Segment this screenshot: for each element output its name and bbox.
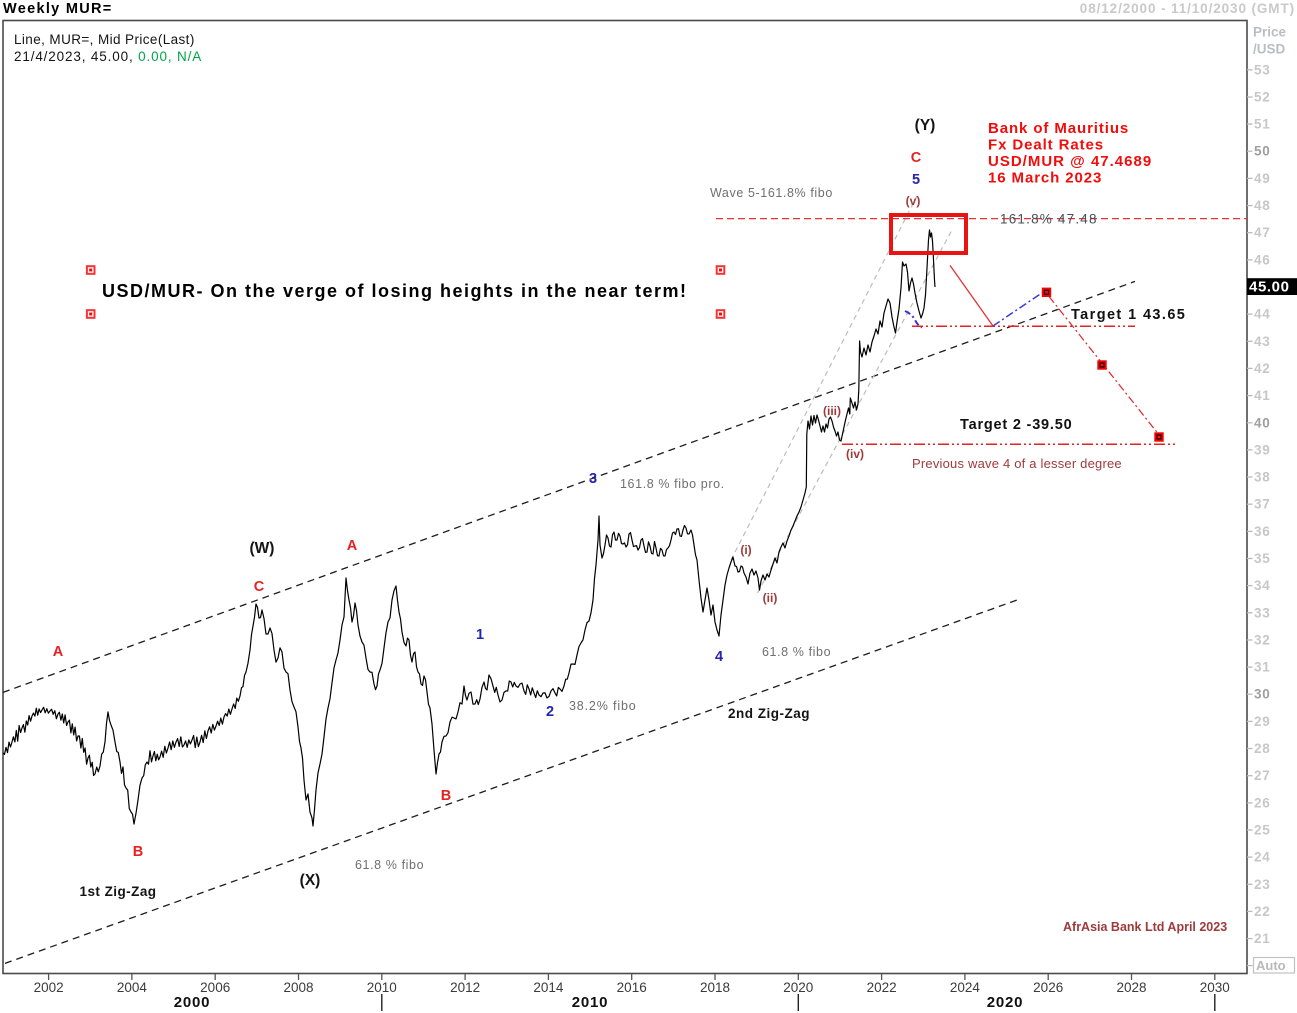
svg-text:2016: 2016 [617,980,647,995]
svg-text:30: 30 [1254,687,1270,702]
svg-text:25: 25 [1254,823,1270,838]
svg-text:B: B [441,788,451,804]
svg-text:2nd Zig-Zag: 2nd Zig-Zag [728,706,810,721]
svg-text:2: 2 [546,704,554,720]
svg-text:Target 1 43.65: Target 1 43.65 [1071,307,1186,323]
svg-text:2030: 2030 [1200,980,1230,995]
svg-text:2008: 2008 [283,980,313,995]
svg-text:Fx Dealt Rates: Fx Dealt Rates [988,137,1104,154]
svg-text:2010: 2010 [572,994,609,1011]
svg-text:39: 39 [1254,442,1270,457]
svg-text:Auto: Auto [1256,958,1286,973]
svg-text:2024: 2024 [950,980,981,995]
svg-text:/USD: /USD [1253,42,1286,57]
svg-text:2004: 2004 [117,980,148,995]
svg-text:Wave 5-161.8% fibo: Wave 5-161.8% fibo [710,186,833,200]
svg-text:49: 49 [1254,171,1270,186]
svg-text:51: 51 [1254,117,1270,132]
svg-text:(ii): (ii) [763,591,778,605]
svg-text:2002: 2002 [34,980,64,995]
svg-text:4: 4 [715,649,723,665]
svg-text:37: 37 [1254,497,1270,512]
svg-text:2026: 2026 [1033,980,1063,995]
svg-text:53: 53 [1254,62,1270,77]
svg-text:36: 36 [1254,524,1270,539]
svg-text:161.8 % fibo pro.: 161.8 % fibo pro. [620,477,725,491]
svg-text:61.8 % fibo: 61.8 % fibo [355,858,424,872]
svg-text:2000: 2000 [174,994,211,1011]
svg-text:Line, MUR=, Mid Price(Last): Line, MUR=, Mid Price(Last) [14,32,195,47]
svg-text:33: 33 [1254,605,1270,620]
svg-text:USD/MUR- On the verge of losin: USD/MUR- On the verge of losing heights … [102,281,688,301]
svg-text:2006: 2006 [200,980,230,995]
svg-text:42: 42 [1254,361,1270,376]
svg-text:21/4/2023, 45.00, 0.00, N/A: 21/4/2023, 45.00, 0.00, N/A [14,49,202,64]
svg-text:44: 44 [1254,307,1270,322]
svg-text:2010: 2010 [367,980,397,995]
svg-text:(X): (X) [300,872,321,889]
svg-text:Previous wave 4 of a lesser de: Previous wave 4 of a lesser degree [912,456,1122,471]
svg-text:1st Zig-Zag: 1st Zig-Zag [80,884,157,899]
svg-text:08/12/2000 - 11/10/2030 (GMT): 08/12/2000 - 11/10/2030 (GMT) [1080,1,1295,16]
svg-text:2014: 2014 [533,980,564,995]
svg-text:38.2% fibo: 38.2% fibo [569,699,637,713]
svg-text:B: B [133,844,143,860]
svg-text:(i): (i) [740,543,751,557]
svg-text:26: 26 [1254,795,1270,810]
svg-text:24: 24 [1254,850,1270,865]
svg-text:2022: 2022 [867,980,897,995]
svg-text:(W): (W) [250,540,275,557]
svg-text:C: C [911,150,922,166]
svg-text:47: 47 [1254,225,1270,240]
svg-text:Weekly MUR=: Weekly MUR= [3,1,113,17]
svg-text:Price: Price [1253,25,1287,40]
svg-text:AfrAsia Bank Ltd April 2023: AfrAsia Bank Ltd April 2023 [1063,920,1227,934]
svg-text:Target 2 -39.50: Target 2 -39.50 [960,417,1072,433]
svg-text:2028: 2028 [1116,980,1146,995]
svg-text:22: 22 [1254,904,1270,919]
svg-text:40: 40 [1254,415,1270,430]
svg-text:52: 52 [1254,90,1270,105]
svg-text:5: 5 [912,172,920,188]
svg-text:2018: 2018 [700,980,730,995]
svg-text:48: 48 [1254,198,1270,213]
svg-text:35: 35 [1254,551,1270,566]
svg-text:32: 32 [1254,633,1270,648]
svg-text:45.00: 45.00 [1249,279,1290,296]
svg-text:31: 31 [1254,660,1270,675]
svg-text:38: 38 [1254,470,1270,485]
svg-text:34: 34 [1254,578,1270,593]
svg-text:(Y): (Y) [915,117,936,134]
svg-text:Bank of Mauritius: Bank of Mauritius [988,120,1129,137]
svg-text:1: 1 [476,627,484,643]
svg-text:(v): (v) [906,194,921,208]
svg-text:A: A [53,644,64,660]
svg-text:61.8 % fibo: 61.8 % fibo [762,645,831,659]
svg-text:C: C [254,579,265,595]
svg-text:161.8% 47.48: 161.8% 47.48 [1000,212,1098,227]
svg-text:46: 46 [1254,252,1270,267]
svg-text:(iii): (iii) [823,404,841,418]
svg-text:43: 43 [1254,334,1270,349]
svg-text:2020: 2020 [987,994,1024,1011]
svg-text:(iv): (iv) [846,447,864,461]
svg-text:USD/MUR @ 47.4689: USD/MUR @ 47.4689 [988,153,1152,170]
svg-text:3: 3 [589,471,597,487]
svg-text:2020: 2020 [783,980,813,995]
svg-text:50: 50 [1254,144,1270,159]
svg-text:29: 29 [1254,714,1270,729]
svg-text:16 March 2023: 16 March 2023 [988,170,1102,187]
svg-text:21: 21 [1254,931,1270,946]
svg-text:27: 27 [1254,768,1270,783]
svg-text:41: 41 [1254,388,1270,403]
svg-text:2012: 2012 [450,980,480,995]
svg-text:A: A [347,538,358,554]
svg-text:23: 23 [1254,877,1270,892]
svg-text:28: 28 [1254,741,1270,756]
